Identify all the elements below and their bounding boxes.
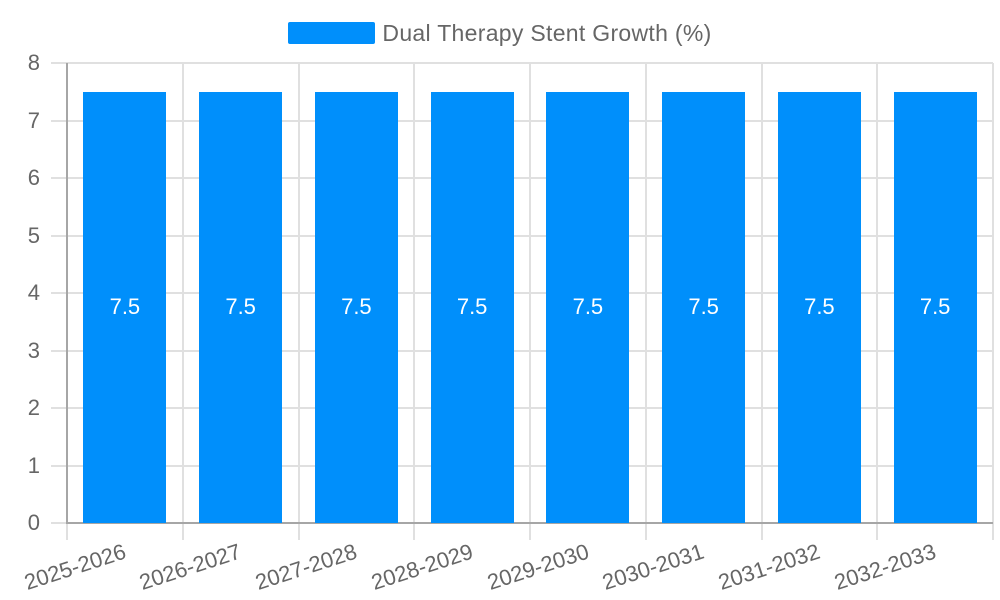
- y-tick: [51, 292, 67, 294]
- x-tick: [181, 523, 184, 540]
- y-axis-label: 1: [27, 452, 40, 478]
- x-tick: [992, 523, 994, 540]
- y-tick: [51, 62, 67, 64]
- x-axis-line: [67, 522, 993, 524]
- x-gridline: [297, 63, 300, 523]
- x-gridline: [992, 63, 994, 523]
- y-axis-label: 0: [27, 510, 40, 535]
- x-gridline: [876, 63, 879, 523]
- bar[interactable]: [314, 91, 398, 523]
- bar-value-label: 7.5: [225, 294, 256, 320]
- y-axis-label: 7: [27, 107, 40, 133]
- y-tick: [51, 177, 67, 179]
- y-axis-label: 8: [27, 50, 40, 75]
- y-axis-label: 2: [27, 395, 40, 420]
- bar[interactable]: [893, 91, 977, 523]
- legend-label: Dual Therapy Stent Growth (%): [382, 19, 712, 46]
- bar-value-label: 7.5: [919, 294, 951, 320]
- y-axis-label: 6: [27, 165, 40, 190]
- y-tick: [51, 464, 67, 467]
- x-tick: [529, 523, 531, 540]
- bar-value-label: 7.5: [572, 294, 604, 320]
- bar[interactable]: [199, 91, 283, 523]
- x-tick: [66, 523, 68, 540]
- y-tick: [51, 407, 67, 409]
- x-axis-label: 2031-2032: [715, 538, 824, 595]
- bar[interactable]: [546, 91, 630, 523]
- y-tick: [51, 234, 67, 237]
- y-tick: [51, 119, 67, 122]
- bar[interactable]: [430, 91, 514, 523]
- bar-value-label: 7.5: [456, 294, 488, 320]
- bar-value-label: 7.5: [341, 294, 372, 320]
- y-tick: [51, 522, 67, 524]
- x-gridline: [644, 63, 647, 523]
- bar-value-label: 7.5: [688, 294, 719, 320]
- x-axis-label: 2025-2026: [20, 538, 129, 595]
- y-tick: [51, 349, 67, 352]
- y-axis-label: 4: [27, 280, 40, 305]
- legend-item[interactable]: Dual Therapy Stent Growth (%): [0, 20, 1000, 46]
- x-axis-label: 2026-2027: [136, 538, 245, 595]
- bar-value-label: 7.5: [804, 294, 835, 320]
- y-axis-label: 3: [27, 337, 40, 363]
- x-axis-label: 2032-2033: [831, 538, 939, 595]
- bar[interactable]: [83, 91, 167, 523]
- x-axis-label: 2027-2028: [252, 538, 361, 595]
- x-tick: [297, 523, 300, 540]
- bar[interactable]: [777, 91, 861, 523]
- y-axis-line: [66, 63, 68, 524]
- x-tick: [876, 523, 879, 540]
- bar[interactable]: [662, 91, 746, 523]
- y-axis-label: 5: [27, 222, 40, 248]
- x-tick: [760, 523, 763, 540]
- x-axis-label: 2028-2029: [368, 538, 476, 595]
- x-axis-label: 2030-2031: [599, 538, 708, 595]
- legend-swatch: [288, 22, 376, 44]
- x-axis-label: 2029-2030: [483, 538, 592, 595]
- bar-value-label: 7.5: [109, 294, 141, 320]
- x-gridline: [181, 63, 184, 523]
- x-gridline: [529, 63, 531, 523]
- x-gridline: [413, 63, 416, 523]
- x-tick: [413, 523, 416, 540]
- x-gridline: [760, 63, 763, 523]
- x-tick: [644, 523, 647, 540]
